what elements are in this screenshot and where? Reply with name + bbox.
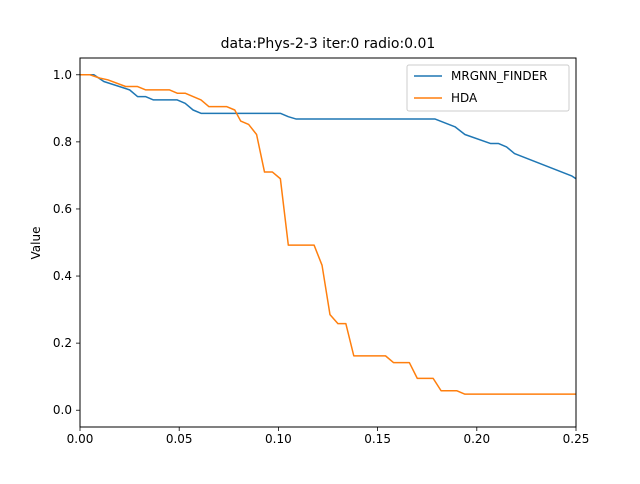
series-line-0 xyxy=(80,74,577,180)
legend-box xyxy=(406,64,570,112)
x-tick-label: 0.10 xyxy=(265,432,292,446)
legend: MRGNN_FINDER HDA xyxy=(406,64,570,112)
legend-label-0: MRGNN_FINDER xyxy=(451,69,548,83)
x-tick-label: 0.25 xyxy=(563,432,590,446)
y-tick-label: 0.4 xyxy=(53,269,72,283)
series-line-1 xyxy=(80,74,576,395)
x-tick-label: 0.00 xyxy=(67,432,94,446)
y-tick-label: 0.2 xyxy=(53,336,72,350)
y-axis-label: Value xyxy=(29,227,43,260)
x-axis: 0.00 0.05 0.10 0.15 0.20 0.25 xyxy=(67,427,590,446)
y-tick-label: 0.8 xyxy=(53,135,72,149)
plot-frame xyxy=(79,57,577,428)
x-tick-label: 0.15 xyxy=(364,432,391,446)
y-axis: 0.0 0.2 0.4 0.6 0.8 1.0 xyxy=(53,68,80,417)
x-tick-label: 0.05 xyxy=(166,432,193,446)
chart-title: data:Phys-2-3 iter:0 radio:0.01 xyxy=(221,36,436,52)
series-layer xyxy=(80,74,577,395)
legend-label-1: HDA xyxy=(451,91,478,105)
y-tick-label: 0.6 xyxy=(53,202,72,216)
x-tick-label: 0.20 xyxy=(463,432,490,446)
y-tick-label: 0.0 xyxy=(53,403,72,417)
y-tick-label: 1.0 xyxy=(53,68,72,82)
